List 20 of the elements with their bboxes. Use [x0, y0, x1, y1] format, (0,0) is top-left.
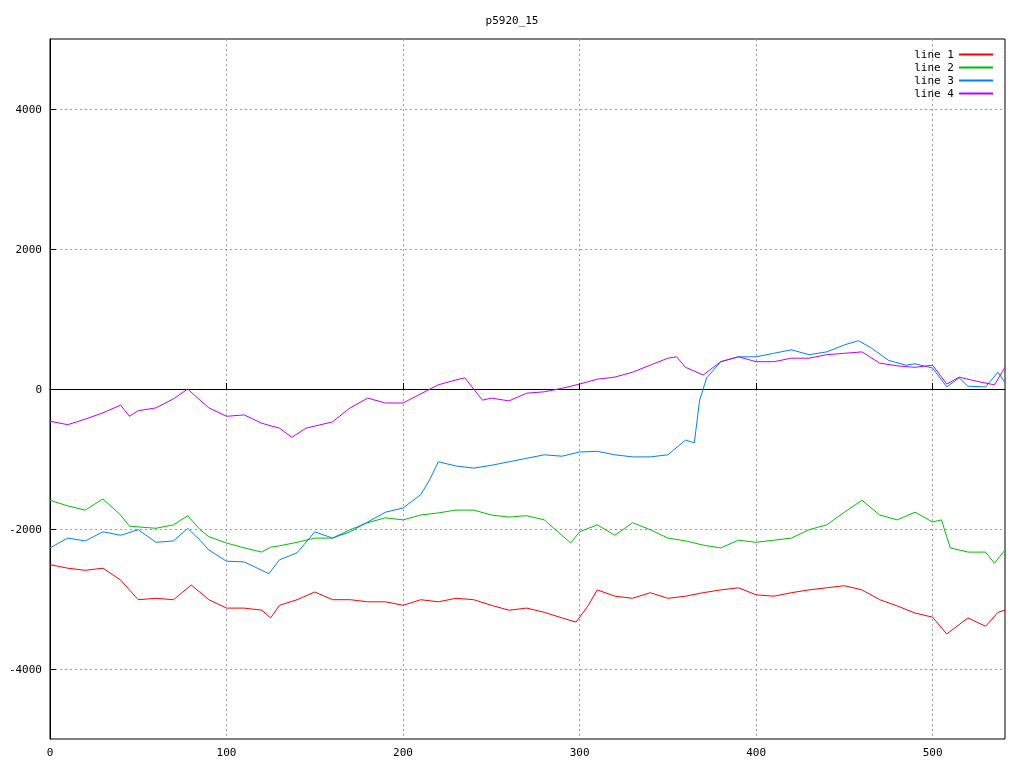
x-tick-label: 0	[46, 746, 54, 759]
chart-title: p5920_15	[485, 14, 539, 27]
x-tick-label: 500	[922, 746, 943, 759]
line-series	[49, 340, 1006, 575]
line-series	[49, 564, 1006, 635]
x-tick-label: 200	[393, 746, 413, 759]
y-tick-label: -4000	[8, 662, 42, 676]
y-tick-label: 0	[35, 382, 42, 396]
x-tick-label: 400	[746, 746, 767, 759]
y-tick-label: -2000	[8, 522, 42, 536]
y-tick-label: 2000	[15, 242, 42, 256]
legend-label: line 4	[914, 87, 955, 100]
y-tick-label: 4000	[15, 102, 42, 116]
legend-label: line 1	[914, 48, 954, 61]
line-series	[49, 498, 1006, 564]
line-series	[49, 351, 1006, 438]
x-tick-label: 300	[569, 746, 590, 759]
legend-label: line 2	[914, 61, 954, 74]
x-tick-label: 100	[216, 746, 237, 759]
legend-label: line 3	[914, 74, 954, 87]
